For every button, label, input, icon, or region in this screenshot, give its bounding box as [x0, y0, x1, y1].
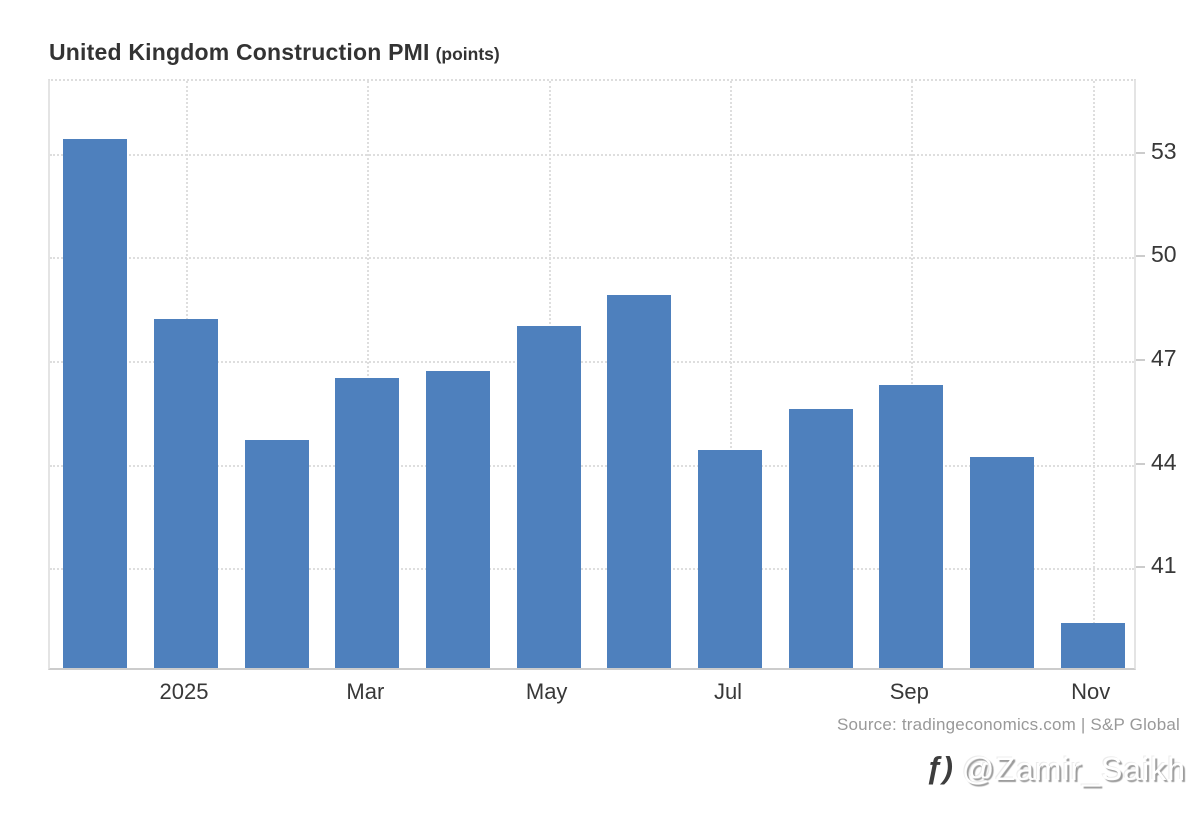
bar-12-Nov[interactable]	[1060, 623, 1125, 668]
y-tick-label-44: 44	[1151, 448, 1177, 475]
x-tick-label-Nov: Nov	[1071, 679, 1111, 704]
bar-5[interactable]	[426, 370, 490, 668]
chart-title-units: (points)	[435, 44, 500, 64]
bar-1[interactable]	[63, 139, 128, 668]
y-tick-mark	[1136, 151, 1145, 154]
y-tick-mark	[1136, 255, 1145, 258]
bar-4-Mar[interactable]	[335, 377, 400, 668]
source-credit: Source: tradingeconomics.com | S&P Globa…	[836, 715, 1180, 734]
bar-7[interactable]	[607, 294, 672, 668]
y-tick-label-47: 47	[1151, 344, 1177, 371]
watermark-handle: @Zamir_Saikh	[961, 751, 1186, 787]
v-gridline-Nov	[1092, 81, 1095, 668]
bar-11[interactable]	[970, 457, 1034, 668]
y-tick-label-53: 53	[1151, 137, 1177, 164]
h-gridline-41	[50, 568, 1134, 571]
plot-area	[48, 79, 1136, 670]
y-tick-label-50: 50	[1151, 241, 1177, 268]
y-tick-mark	[1136, 566, 1145, 569]
v-gridline-Sep	[911, 81, 914, 668]
chart-title: United Kingdom Construction PMI (points)	[49, 39, 500, 66]
y-tick-label-41: 41	[1151, 552, 1177, 579]
h-gridline-47	[50, 360, 1134, 363]
h-gridline-44	[50, 464, 1134, 467]
x-tick-label-2025: 2025	[159, 679, 209, 704]
bar-6-May[interactable]	[516, 325, 581, 668]
watermark: ƒ) @Zamir_Saikh	[925, 750, 1186, 788]
h-gridline-50	[50, 257, 1134, 260]
bar-3[interactable]	[244, 439, 309, 668]
y-tick-mark	[1136, 462, 1145, 465]
bar-9[interactable]	[788, 408, 853, 668]
x-tick-label-May: May	[525, 679, 568, 704]
v-gridline-Mar	[367, 81, 370, 668]
v-gridline-Jul	[730, 81, 732, 668]
bar-2-2025[interactable]	[154, 318, 218, 668]
h-gridline-53	[50, 153, 1134, 156]
x-tick-label-Jul: Jul	[713, 679, 743, 704]
chart-title-text: United Kingdom Construction PMI	[49, 39, 430, 65]
y-tick-mark	[1136, 358, 1145, 361]
x-tick-label-Sep: Sep	[889, 679, 929, 704]
bar-10-Sep[interactable]	[879, 384, 944, 668]
watermark-logo-icon: ƒ)	[925, 750, 953, 785]
bar-8-Jul[interactable]	[698, 450, 762, 668]
x-tick-label-Mar: Mar	[346, 679, 385, 704]
